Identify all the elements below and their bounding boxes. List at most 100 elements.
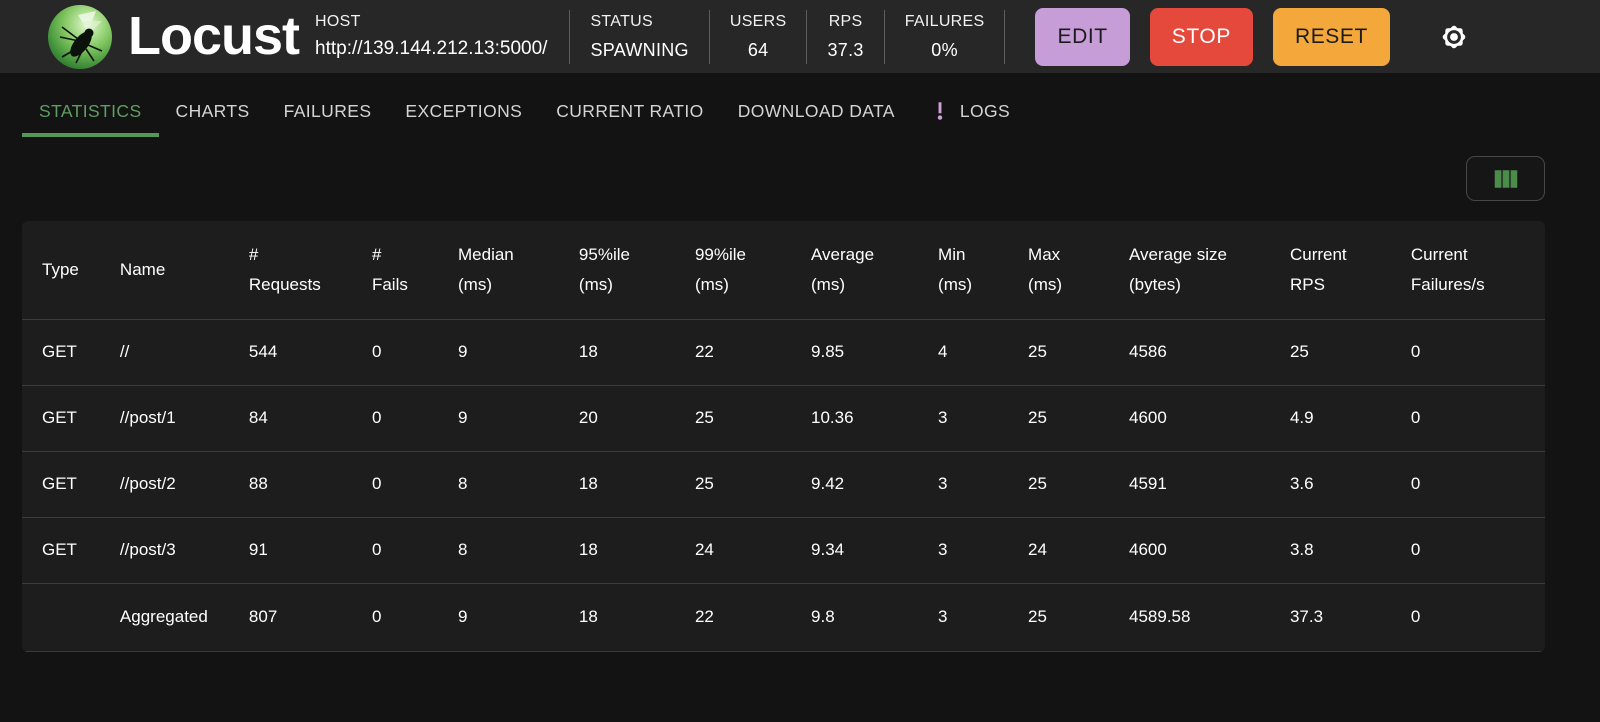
- stop-button[interactable]: STOP: [1149, 7, 1253, 66]
- tab-logs[interactable]: LOGS: [912, 89, 1027, 137]
- col-header-99ile[interactable]: 99%ile (ms): [694, 244, 747, 294]
- tab-download-data[interactable]: DOWNLOAD DATA: [721, 89, 912, 137]
- edit-button[interactable]: EDIT: [1035, 7, 1130, 66]
- cell-min: 3: [938, 516, 1029, 583]
- col-header-max[interactable]: Max (ms): [1028, 244, 1063, 294]
- host-block: HOST http://139.144.212.13:5000/: [315, 13, 547, 60]
- host-url: http://139.144.212.13:5000/: [315, 38, 548, 59]
- status-label: STATUS: [590, 12, 653, 30]
- settings-button[interactable]: [1436, 19, 1472, 55]
- locust-logo[interactable]: [48, 4, 112, 69]
- tab-failures[interactable]: FAILURES: [267, 89, 389, 137]
- cell-type: [22, 582, 120, 652]
- cell-current-rps: 25: [1289, 318, 1411, 385]
- rps-value: 37.3: [827, 39, 864, 60]
- cell-average-size: 4600: [1129, 384, 1290, 451]
- col-header-95ile[interactable]: 95%ile (ms): [578, 244, 630, 294]
- cell-average: 10.36: [811, 384, 939, 451]
- failures-block: FAILURES 0%: [885, 13, 1005, 61]
- tab-bar: STATISTICS CHARTS FAILURES EXCEPTIONS CU…: [0, 73, 1600, 137]
- cell-average-size: 4600: [1129, 516, 1290, 583]
- locust-logo-image: [48, 4, 112, 69]
- cell-fails: 0: [371, 516, 458, 583]
- host-label: HOST: [315, 13, 361, 30]
- cell-current-rps: 4.9: [1289, 384, 1411, 451]
- reset-button[interactable]: RESET: [1272, 7, 1390, 66]
- tab-label: CHARTS: [175, 100, 250, 121]
- cell-min: 3: [938, 582, 1029, 652]
- cell-name: Aggregated: [119, 582, 249, 652]
- col-header-median[interactable]: Median (ms): [458, 244, 514, 294]
- cell-max: 25: [1028, 450, 1129, 517]
- cell-95ile: 20: [578, 384, 695, 451]
- view-columns-icon: [1494, 169, 1517, 188]
- tab-exceptions[interactable]: EXCEPTIONS: [388, 89, 539, 137]
- cell-type: GET: [22, 450, 120, 517]
- cell-max: 25: [1028, 318, 1129, 385]
- users-block: USERS 64: [710, 13, 807, 61]
- cell-95ile: 18: [578, 516, 695, 583]
- tab-charts[interactable]: CHARTS: [159, 89, 267, 137]
- cell-current-failures: 0: [1410, 450, 1545, 517]
- table-header-row: Type Name # Requests # Fails Median (ms) 95…: [22, 221, 1545, 319]
- rps-label: RPS: [828, 12, 863, 30]
- col-header-type[interactable]: Type: [42, 259, 79, 279]
- statistics-table: Type Name # Requests # Fails Median (ms) 95…: [22, 221, 1545, 652]
- app-header: Locust HOST http://139.144.212.13:5000/ …: [0, 0, 1600, 73]
- cell-current-failures: 0: [1410, 516, 1545, 583]
- cell-min: 4: [938, 318, 1029, 385]
- tab-label: DOWNLOAD DATA: [737, 100, 895, 121]
- cell-median: 9: [458, 384, 579, 451]
- tab-current-ratio[interactable]: CURRENT RATIO: [539, 89, 720, 137]
- cell-average: 9.34: [811, 516, 939, 583]
- col-header-average-size[interactable]: Average size (bytes): [1129, 244, 1227, 294]
- users-label: USERS: [729, 12, 787, 30]
- tab-label: EXCEPTIONS: [405, 100, 523, 121]
- tab-label: STATISTICS: [39, 100, 142, 121]
- header-divider: [708, 9, 710, 64]
- cell-average-size: 4586: [1129, 318, 1290, 385]
- header-divider: [569, 9, 571, 64]
- cell-median: 9: [458, 582, 579, 652]
- table-body: GET // 544 0 9 18 22 9.85 4 25 4586 25 0…: [22, 318, 1545, 583]
- col-header-requests[interactable]: # Requests: [248, 244, 321, 294]
- cell-current-rps: 3.8: [1289, 516, 1411, 583]
- cell-median: 8: [458, 450, 579, 517]
- cell-fails: 0: [371, 450, 458, 517]
- col-header-average[interactable]: Average (ms): [811, 244, 875, 294]
- cell-99ile: 25: [694, 384, 812, 451]
- cell-current-rps: 3.6: [1289, 450, 1411, 517]
- col-header-min[interactable]: Min (ms): [938, 244, 973, 294]
- app-title[interactable]: Locust: [128, 6, 300, 66]
- aggregated-row: Aggregated 807 0 9 18 22 9.8 3 25 4589.5…: [22, 582, 1545, 652]
- users-value: 64: [747, 39, 769, 60]
- table-row: GET //post/1 84 0 9 20 25 10.36 3 25 460…: [22, 384, 1545, 451]
- table-header: Type Name # Requests # Fails Median (ms) 95…: [22, 221, 1545, 319]
- cell-requests: 544: [248, 318, 372, 385]
- cell-median: 8: [458, 516, 579, 583]
- column-selector-button[interactable]: [1466, 156, 1545, 201]
- cell-95ile: 18: [578, 318, 695, 385]
- cell-type: GET: [22, 384, 120, 451]
- cell-95ile: 18: [578, 582, 695, 652]
- cell-requests: 807: [248, 582, 372, 652]
- col-header-current-rps[interactable]: Current RPS: [1289, 244, 1347, 294]
- tab-statistics[interactable]: STATISTICS: [22, 89, 159, 137]
- cell-99ile: 22: [694, 582, 812, 652]
- header-divider: [883, 9, 885, 64]
- col-header-current-failures[interactable]: Current Failures/s: [1410, 244, 1485, 294]
- cell-name: //: [119, 318, 249, 385]
- header-divider: [1004, 9, 1006, 64]
- cell-name: //post/2: [119, 450, 249, 517]
- cell-fails: 0: [371, 582, 458, 652]
- cell-current-failures: 0: [1410, 318, 1545, 385]
- table-footer: Aggregated 807 0 9 18 22 9.8 3 25 4589.5…: [22, 582, 1545, 652]
- col-header-name[interactable]: Name: [119, 259, 166, 279]
- tab-label: CURRENT RATIO: [556, 100, 704, 121]
- cell-name: //post/3: [119, 516, 249, 583]
- table-row: GET //post/3 91 0 8 18 24 9.34 3 24 4600…: [22, 516, 1545, 583]
- tab-label: FAILURES: [283, 100, 372, 121]
- col-header-fails[interactable]: # Fails: [371, 244, 408, 294]
- cell-min: 3: [938, 450, 1029, 517]
- cell-average: 9.85: [811, 318, 939, 385]
